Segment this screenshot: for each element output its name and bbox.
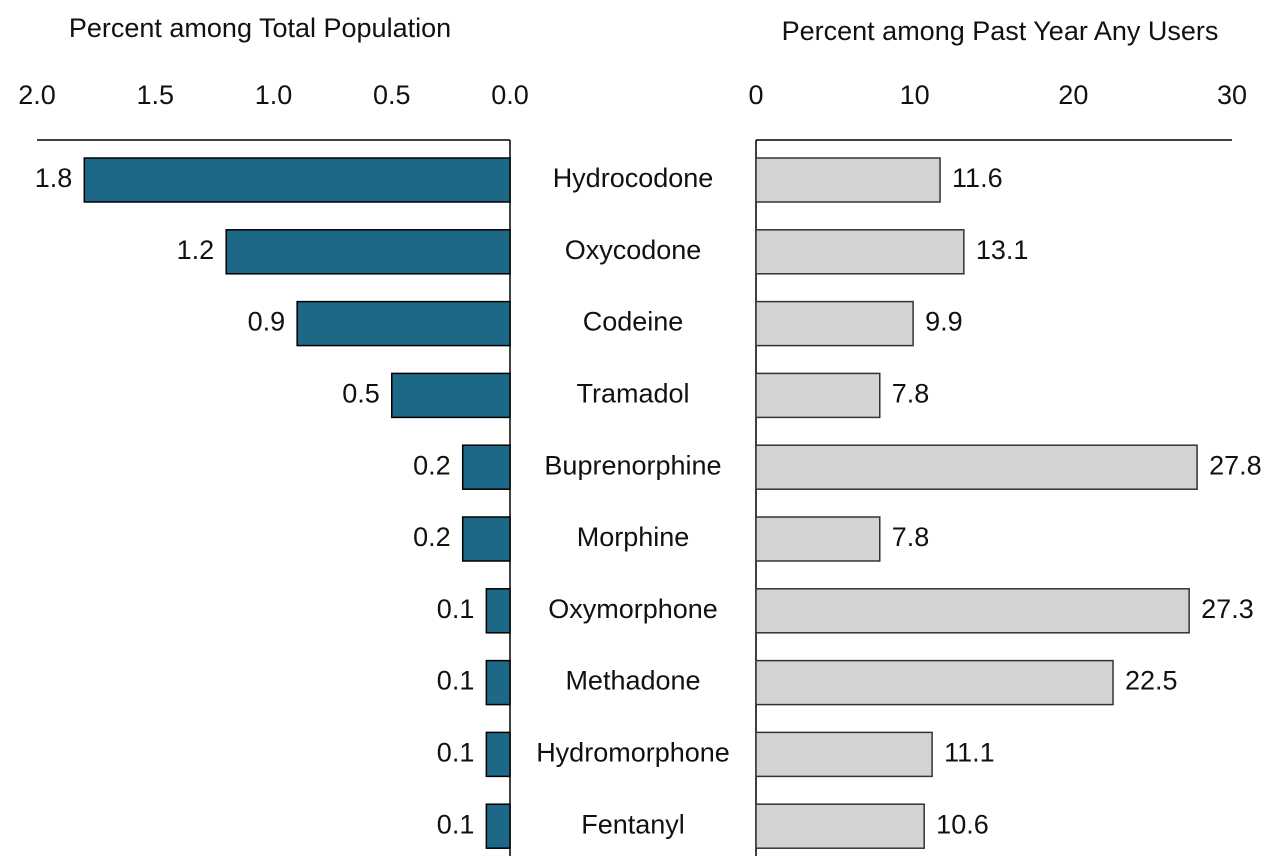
- bar: [83, 157, 511, 203]
- value-label: 9.9: [925, 307, 963, 337]
- bar: [485, 588, 511, 634]
- x-tick-label: 0: [748, 80, 763, 110]
- bar: [296, 300, 511, 347]
- category-label: Oxycodone: [565, 235, 702, 265]
- left-title: Percent among Total Population: [69, 13, 451, 43]
- bar: [755, 229, 965, 275]
- value-label: 7.8: [892, 379, 930, 409]
- bar: [755, 300, 914, 347]
- value-label: 0.9: [248, 307, 286, 337]
- value-label: 27.3: [1201, 594, 1254, 624]
- bar: [485, 731, 511, 778]
- bar: [755, 803, 925, 849]
- x-tick-label: 2.0: [18, 80, 56, 110]
- value-label: 0.5: [342, 379, 380, 409]
- value-label: 0.2: [413, 522, 451, 552]
- x-tick-label: 20: [1058, 80, 1088, 110]
- bar: [755, 516, 881, 562]
- bar: [755, 444, 1198, 490]
- x-tick-label: 0.0: [491, 80, 529, 110]
- value-label: 1.2: [177, 235, 215, 265]
- bar: [485, 659, 511, 706]
- category-label: Oxymorphone: [548, 594, 718, 624]
- value-label: 0.1: [437, 666, 475, 696]
- bar: [755, 588, 1190, 634]
- value-label: 27.8: [1209, 450, 1262, 480]
- bar: [461, 516, 511, 562]
- value-label: 10.6: [936, 809, 989, 839]
- x-tick-label: 1.0: [255, 80, 293, 110]
- x-tick-label: 1.5: [136, 80, 174, 110]
- value-label: 11.1: [944, 738, 995, 768]
- value-label: 22.5: [1125, 666, 1178, 696]
- x-tick-label: 10: [900, 80, 930, 110]
- category-label: Hydromorphone: [536, 738, 730, 768]
- bar: [755, 372, 881, 419]
- category-label: Tramadol: [576, 379, 689, 409]
- value-label: 0.1: [437, 594, 475, 624]
- right-title: Percent among Past Year Any Users: [782, 16, 1219, 46]
- bar: [225, 229, 511, 275]
- bar: [755, 731, 933, 778]
- x-tick-label: 0.5: [373, 80, 411, 110]
- category-label: Codeine: [583, 307, 684, 337]
- bar: [461, 444, 511, 490]
- value-label: 13.1: [976, 235, 1029, 265]
- x-tick-label: 30: [1217, 80, 1247, 110]
- value-label: 0.2: [413, 450, 451, 480]
- category-label: Methadone: [565, 666, 700, 696]
- bar: [755, 157, 941, 203]
- value-label: 1.8: [35, 163, 73, 193]
- bar: [391, 372, 511, 419]
- category-label: Hydrocodone: [553, 163, 714, 193]
- value-label: 7.8: [892, 522, 930, 552]
- category-label: Morphine: [577, 522, 690, 552]
- category-label: Buprenorphine: [544, 450, 721, 480]
- bar: [485, 803, 511, 849]
- value-label: 0.1: [437, 738, 475, 768]
- category-label: Fentanyl: [581, 809, 685, 839]
- value-label: 0.1: [437, 809, 475, 839]
- bar: [755, 659, 1114, 706]
- value-label: 11.6: [952, 163, 1003, 193]
